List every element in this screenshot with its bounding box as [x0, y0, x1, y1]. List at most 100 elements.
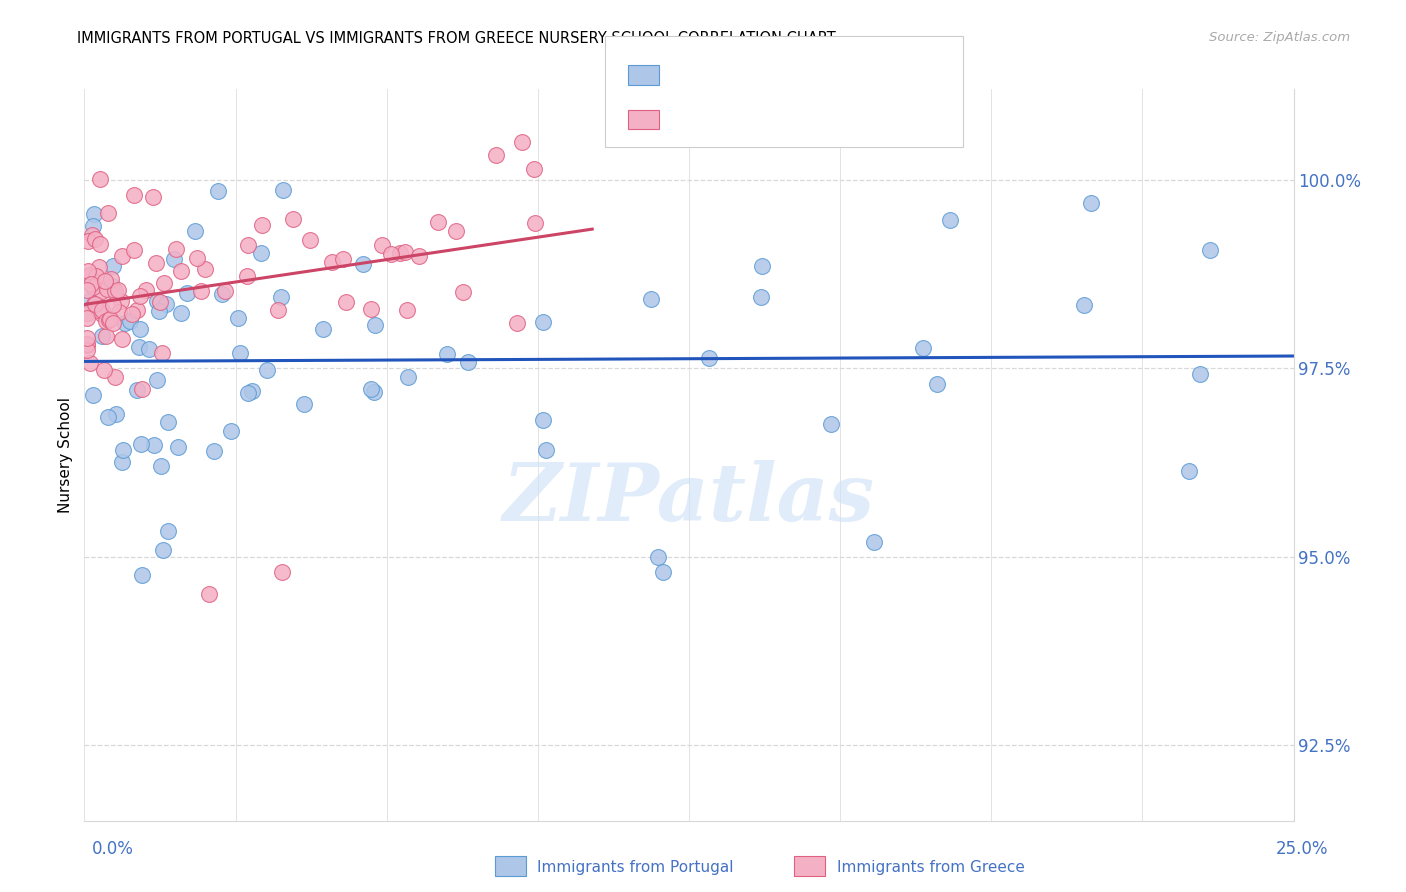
- Point: [143, 438, 166, 452]
- Point: [531, 413, 554, 427]
- Point: [149, 459, 172, 474]
- Point: [394, 244, 416, 259]
- Point: [236, 238, 259, 252]
- Point: [939, 213, 962, 227]
- Point: [98, 312, 121, 326]
- Point: [176, 285, 198, 300]
- Point: [820, 417, 842, 431]
- Point: [364, 318, 387, 333]
- Point: [83, 297, 105, 311]
- Point: [267, 302, 290, 317]
- Point: [107, 284, 129, 298]
- Point: [76, 310, 98, 325]
- Point: [96, 282, 118, 296]
- Point: [207, 184, 229, 198]
- Point: [101, 316, 124, 330]
- Point: [142, 190, 165, 204]
- Point: [749, 290, 772, 304]
- Point: [163, 252, 186, 266]
- Point: [165, 242, 187, 256]
- Point: [91, 307, 114, 321]
- Point: [321, 255, 343, 269]
- Point: [152, 542, 174, 557]
- Point: [118, 313, 141, 327]
- Point: [80, 227, 103, 242]
- Point: [298, 233, 321, 247]
- Point: [211, 286, 233, 301]
- Point: [150, 345, 173, 359]
- Point: [97, 410, 120, 425]
- Point: [122, 187, 145, 202]
- Point: [389, 246, 412, 260]
- Point: [292, 396, 315, 410]
- Text: ZIPatlas: ZIPatlas: [503, 460, 875, 538]
- Point: [751, 259, 773, 273]
- Point: [651, 565, 673, 579]
- Point: [96, 314, 118, 328]
- Point: [76, 283, 98, 297]
- Text: IMMIGRANTS FROM PORTUGAL VS IMMIGRANTS FROM GREECE NURSERY SCHOOL CORRELATION CH: IMMIGRANTS FROM PORTUGAL VS IMMIGRANTS F…: [77, 31, 837, 46]
- Point: [89, 172, 111, 186]
- Point: [170, 263, 193, 277]
- Point: [697, 351, 720, 365]
- Y-axis label: Nursery School: Nursery School: [58, 397, 73, 513]
- Point: [90, 303, 112, 318]
- Point: [79, 356, 101, 370]
- Point: [90, 329, 112, 343]
- Point: [108, 305, 131, 319]
- Point: [531, 316, 554, 330]
- Point: [77, 293, 100, 308]
- Point: [101, 279, 124, 293]
- Point: [640, 293, 662, 307]
- Point: [190, 284, 212, 298]
- Point: [76, 337, 98, 351]
- Point: [135, 283, 157, 297]
- Point: [129, 436, 152, 450]
- Point: [226, 310, 249, 325]
- Point: [281, 212, 304, 227]
- Point: [240, 384, 263, 399]
- Point: [186, 251, 208, 265]
- Point: [273, 183, 295, 197]
- Point: [408, 249, 430, 263]
- Point: [229, 346, 252, 360]
- Point: [270, 565, 292, 579]
- Point: [94, 274, 117, 288]
- Point: [105, 407, 128, 421]
- Point: [194, 261, 217, 276]
- Text: Immigrants from Portugal: Immigrants from Portugal: [537, 860, 734, 874]
- Text: N = 73: N = 73: [821, 64, 894, 84]
- Point: [89, 260, 111, 274]
- Point: [534, 442, 557, 457]
- Point: [149, 295, 172, 310]
- Point: [79, 268, 101, 282]
- Point: [912, 342, 935, 356]
- Point: [1188, 367, 1211, 381]
- Text: Immigrants from Greece: Immigrants from Greece: [837, 860, 1025, 874]
- Point: [506, 316, 529, 330]
- Point: [250, 218, 273, 232]
- Point: [82, 388, 104, 402]
- Point: [153, 276, 176, 290]
- Point: [138, 342, 160, 356]
- Point: [1080, 195, 1102, 210]
- Point: [131, 568, 153, 582]
- Point: [1198, 243, 1220, 257]
- Point: [125, 384, 148, 398]
- Point: [127, 302, 149, 317]
- Point: [380, 247, 402, 261]
- Point: [89, 237, 111, 252]
- Point: [510, 135, 533, 149]
- Point: [524, 216, 547, 230]
- Point: [219, 424, 242, 438]
- Point: [112, 442, 135, 457]
- Point: [146, 373, 169, 387]
- Point: [270, 289, 292, 303]
- Point: [111, 332, 134, 346]
- Point: [332, 252, 354, 266]
- Point: [395, 302, 418, 317]
- Point: [647, 549, 669, 564]
- Point: [131, 382, 153, 396]
- Point: [202, 444, 225, 458]
- Text: N = 87: N = 87: [821, 109, 894, 128]
